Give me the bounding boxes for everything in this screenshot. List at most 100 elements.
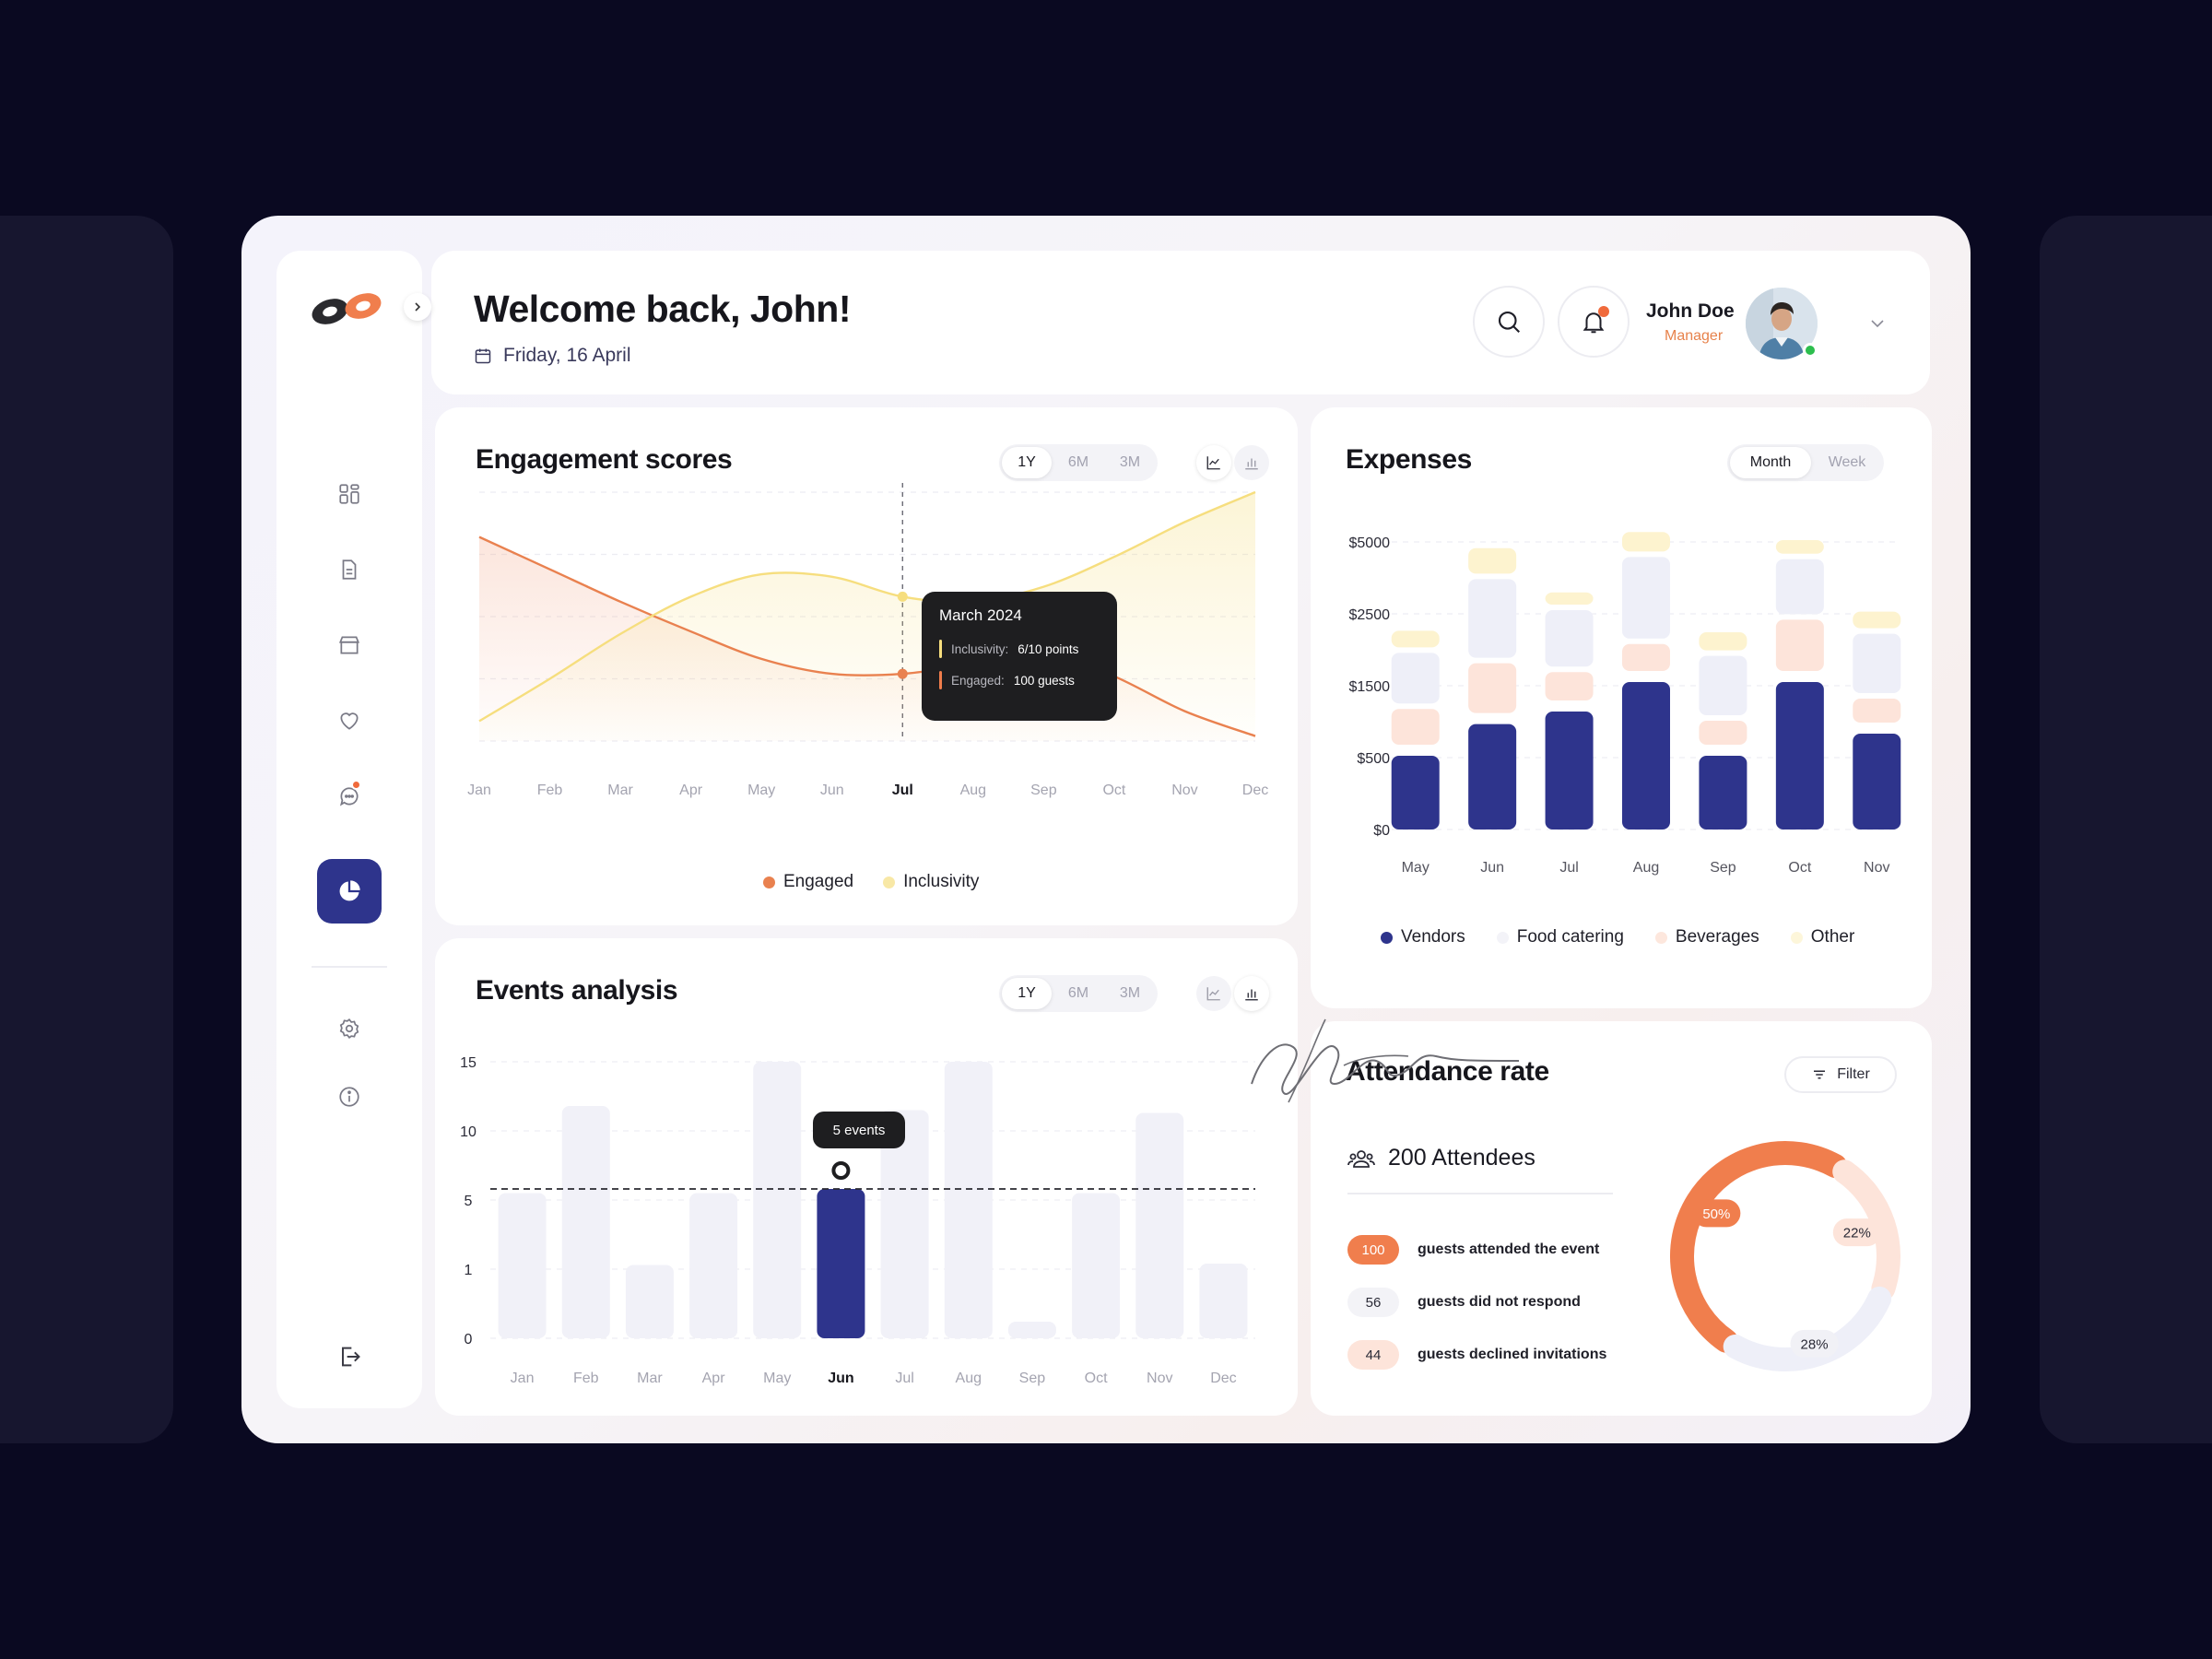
bar-sep-food-catering[interactable] <box>1699 721 1747 745</box>
bar-sep-vendors[interactable] <box>1699 756 1747 830</box>
bar-aug-food-catering[interactable] <box>1622 643 1670 671</box>
no-response-count: 56 <box>1347 1288 1399 1317</box>
bar-oct-beverages[interactable] <box>1775 559 1824 615</box>
bar-oct[interactable] <box>1072 1193 1121 1339</box>
bar-jul[interactable] <box>880 1110 929 1339</box>
bar-aug[interactable] <box>944 1062 993 1338</box>
legend-food-catering: Food catering <box>1496 927 1624 947</box>
x-tick-label: Mar <box>607 782 633 798</box>
dashboard-window: Welcome back, John! Friday, 16 April Joh… <box>241 216 1971 1443</box>
bar-jul-food-catering[interactable] <box>1545 672 1594 700</box>
bar-nov-vendors[interactable] <box>1853 734 1901 830</box>
bar-may[interactable] <box>753 1062 802 1338</box>
bar-jun-beverages[interactable] <box>1468 579 1517 658</box>
donut-segment[interactable] <box>1832 1159 1900 1300</box>
y-tick-label: $0 <box>1373 823 1390 839</box>
analytics-nav-button[interactable] <box>317 859 382 924</box>
bar-aug-other[interactable] <box>1622 532 1670 552</box>
bar-sep-beverages[interactable] <box>1699 655 1747 715</box>
line-view-button[interactable] <box>1196 976 1231 1011</box>
bar-jan[interactable] <box>498 1193 547 1339</box>
bar-jul-beverages[interactable] <box>1545 610 1594 667</box>
heart-icon[interactable] <box>327 699 371 743</box>
tab-week[interactable]: Week <box>1828 454 1866 470</box>
line-view-button[interactable] <box>1196 445 1231 480</box>
bar-oct-food-catering[interactable] <box>1775 619 1824 671</box>
bar-jun-other[interactable] <box>1468 547 1517 574</box>
x-tick-label: Jun <box>820 782 844 798</box>
sidebar <box>276 251 422 1408</box>
bar-jul-vendors[interactable] <box>1545 712 1594 830</box>
bar-may-vendors[interactable] <box>1391 756 1440 830</box>
events-tooltip: 5 events <box>813 1112 905 1148</box>
user-role: Manager <box>1665 328 1724 344</box>
bar-jul-other[interactable] <box>1545 592 1594 605</box>
range-6m[interactable]: 6M <box>1067 454 1089 470</box>
series-point-inclusivity[interactable] <box>897 591 908 602</box>
store-icon[interactable] <box>327 623 371 667</box>
range-1y[interactable]: 1Y <box>1002 978 1052 1009</box>
bar-may-beverages[interactable] <box>1391 653 1440 704</box>
bar-jun[interactable] <box>817 1189 865 1338</box>
bar-jun-vendors[interactable] <box>1468 724 1517 830</box>
donut-label: 50% <box>1702 1206 1730 1222</box>
notifications-button[interactable] <box>1558 286 1630 358</box>
bar-apr[interactable] <box>689 1193 738 1339</box>
logout-icon[interactable] <box>327 1335 371 1379</box>
bar-dec[interactable] <box>1199 1264 1248 1338</box>
bar-aug-vendors[interactable] <box>1622 682 1670 830</box>
search-button[interactable] <box>1473 286 1545 358</box>
bar-sep[interactable] <box>1007 1322 1056 1338</box>
x-tick-label: Dec <box>1210 1371 1236 1386</box>
x-tick-label: Oct <box>1085 1371 1108 1386</box>
range-3m[interactable]: 3M <box>1119 454 1141 470</box>
bar-may-other[interactable] <box>1391 630 1440 648</box>
attendees-total: 200 Attendees <box>1347 1145 1535 1171</box>
bar-chart-icon <box>1245 989 1258 1001</box>
filter-icon <box>1814 1070 1826 1079</box>
y-tick-label: 15 <box>460 1055 477 1071</box>
bar-view-button[interactable] <box>1234 976 1269 1011</box>
chevron-down-icon[interactable] <box>1869 315 1886 332</box>
sidebar-collapse-button[interactable] <box>404 293 431 321</box>
donut-label-pill <box>1832 1218 1881 1247</box>
x-tick-label: Jan <box>511 1371 535 1386</box>
bar-oct-vendors[interactable] <box>1775 682 1824 830</box>
info-icon[interactable] <box>327 1075 371 1119</box>
bar-aug-beverages[interactable] <box>1622 557 1670 639</box>
search-icon <box>1498 311 1521 334</box>
donut-segment[interactable] <box>1670 1141 1848 1353</box>
bar-oct-other[interactable] <box>1775 540 1824 554</box>
tooltip-inclusivity: Inclusivity: 6/10 points <box>939 640 1100 658</box>
document-icon[interactable] <box>327 547 371 592</box>
x-tick-label: Nov <box>1171 782 1197 798</box>
bar-feb[interactable] <box>561 1106 610 1338</box>
bar-mar[interactable] <box>625 1265 674 1339</box>
dashboard-icon[interactable] <box>327 472 371 516</box>
chat-icon[interactable] <box>327 774 371 818</box>
user-photo <box>1746 288 1818 359</box>
bar-nov[interactable] <box>1135 1112 1184 1339</box>
gear-icon[interactable] <box>327 1006 371 1051</box>
range-1y[interactable]: 1Y <box>1002 447 1052 478</box>
bar-nov-food-catering[interactable] <box>1853 699 1901 723</box>
attendance-row-no-response: 56 guests did not respond <box>1347 1288 1581 1317</box>
series-point-engaged[interactable] <box>897 668 908 679</box>
attendance-title: Attendance rate <box>1346 1056 1549 1087</box>
tab-month[interactable]: Month <box>1730 447 1811 478</box>
bar-view-button[interactable] <box>1234 445 1269 480</box>
range-3m[interactable]: 3M <box>1119 985 1141 1001</box>
filter-button[interactable]: Filter <box>1784 1056 1897 1093</box>
events-range-selector: 1Y 6M 3M <box>999 975 1158 1012</box>
bar-sep-other[interactable] <box>1699 632 1747 651</box>
bar-nov-beverages[interactable] <box>1853 633 1901 693</box>
bar-nov-other[interactable] <box>1853 611 1901 629</box>
welcome-title: Welcome back, John! <box>474 288 851 330</box>
x-tick-label: Aug <box>960 782 986 798</box>
bar-may-food-catering[interactable] <box>1391 709 1440 745</box>
current-date: Friday, 16 April <box>503 345 631 366</box>
attended-count: 100 <box>1347 1235 1399 1265</box>
legend-other: Other <box>1790 927 1854 947</box>
bar-jun-food-catering[interactable] <box>1468 663 1517 713</box>
range-6m[interactable]: 6M <box>1067 985 1089 1001</box>
